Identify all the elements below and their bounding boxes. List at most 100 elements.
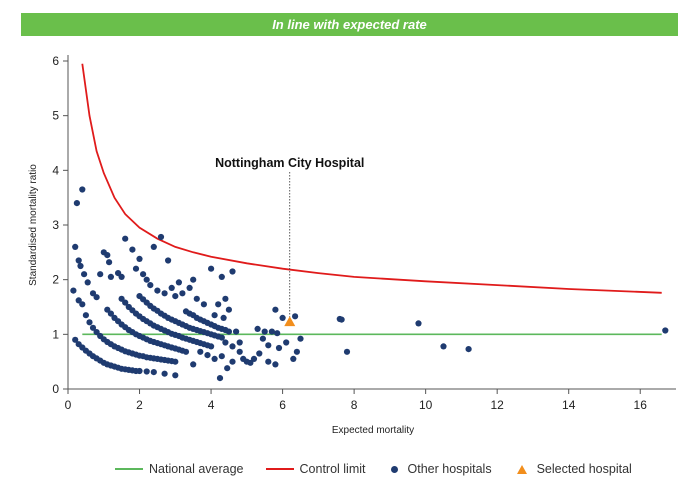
hospital-point xyxy=(254,325,261,332)
hospital-point xyxy=(129,246,136,253)
hospital-point xyxy=(343,348,351,355)
legend-selected-hospital: Selected hospital xyxy=(514,462,632,476)
hospital-point xyxy=(182,348,190,355)
y-tick-label: 4 xyxy=(52,163,59,177)
hospital-point xyxy=(290,355,297,362)
hospital-point xyxy=(179,290,186,297)
hospital-point xyxy=(215,301,222,308)
hospital-point xyxy=(272,306,279,313)
hospital-point xyxy=(172,293,179,300)
x-tick-label: 4 xyxy=(208,398,215,412)
hospital-point xyxy=(233,328,240,335)
hospital-point xyxy=(132,265,140,272)
hospital-point xyxy=(75,257,82,264)
control-limit-line xyxy=(81,63,662,294)
x-tick-label: 2 xyxy=(136,398,143,412)
hospital-point xyxy=(662,327,669,334)
hospital-point xyxy=(229,268,236,275)
hospital-point xyxy=(338,316,345,323)
hospital-point xyxy=(168,284,175,291)
hospital-point xyxy=(200,301,207,308)
y-tick-label: 3 xyxy=(52,218,59,232)
x-tick-label: 16 xyxy=(634,398,648,412)
x-tick-label: 8 xyxy=(351,398,358,412)
hospital-point xyxy=(143,276,150,283)
hospital-point xyxy=(106,259,113,266)
hospital-point xyxy=(465,346,472,353)
hospital-point xyxy=(220,314,227,321)
hospital-point xyxy=(268,328,275,335)
x-tick-label: 10 xyxy=(419,398,433,412)
hospital-point xyxy=(218,353,225,360)
x-tick-label: 6 xyxy=(279,398,286,412)
hospital-point xyxy=(150,243,157,250)
hospital-point xyxy=(279,314,286,321)
x-tick-label: 0 xyxy=(65,398,72,412)
hospital-point xyxy=(104,252,111,259)
hospital-point xyxy=(84,279,91,286)
y-tick-label: 6 xyxy=(52,54,59,68)
x-axis-title: Expected mortality xyxy=(332,425,414,436)
hospital-point xyxy=(190,276,197,283)
hospital-point xyxy=(89,290,97,297)
hospital-point xyxy=(147,282,154,289)
legend-average-label: National average xyxy=(149,462,244,476)
hospital-point xyxy=(161,290,168,297)
hospital-point xyxy=(72,336,79,343)
y-tick-label: 2 xyxy=(52,273,59,287)
hospital-point xyxy=(93,294,100,301)
hospital-point xyxy=(222,339,229,346)
hospital-point xyxy=(136,255,143,262)
hospital-point xyxy=(218,273,225,280)
hospital-point xyxy=(157,233,165,241)
legend-average-swatch xyxy=(115,468,143,470)
legend-limit-label: Control limit xyxy=(299,462,366,476)
hospital-point xyxy=(274,330,281,337)
hospital-point xyxy=(208,265,215,272)
legend-other-label: Other hospitals xyxy=(407,462,492,476)
hospital-point xyxy=(190,361,197,368)
hospital-point xyxy=(229,358,236,365)
selected-layer xyxy=(284,316,296,327)
hospital-point xyxy=(79,186,86,193)
hospital-point xyxy=(256,350,263,357)
y-tick-label: 5 xyxy=(52,109,59,123)
hospital-point xyxy=(104,306,111,313)
hospital-point xyxy=(97,271,104,278)
hospital-point xyxy=(222,295,229,302)
hospital-point xyxy=(265,342,272,349)
hospital-point xyxy=(136,367,143,375)
legend-selected-label: Selected hospital xyxy=(536,462,632,476)
x-tick-label: 12 xyxy=(490,398,504,412)
x-tick-label: 14 xyxy=(562,398,576,412)
y-tick-label: 0 xyxy=(52,382,59,396)
hospital-point xyxy=(72,243,79,250)
hospital-point xyxy=(275,344,283,352)
selected-hospital-label: Nottingham City Hospital xyxy=(215,156,364,170)
hospital-point xyxy=(293,348,300,355)
hospital-point xyxy=(81,271,88,278)
hospital-point xyxy=(224,365,231,372)
hospital-point xyxy=(204,352,211,359)
hospital-point xyxy=(240,355,247,362)
hospital-point xyxy=(440,343,447,350)
hospital-point xyxy=(415,320,422,327)
selected-hospital-marker xyxy=(284,316,296,327)
hospital-point xyxy=(272,361,279,368)
legend-other-hospitals: Other hospitals xyxy=(388,462,492,476)
hospital-point xyxy=(211,312,218,319)
hospital-point xyxy=(154,287,161,294)
hospital-point xyxy=(218,334,225,341)
legend-control-limit: Control limit xyxy=(265,462,366,476)
hospital-point xyxy=(122,235,129,242)
hospital-point xyxy=(79,301,86,308)
hospital-point xyxy=(175,279,182,286)
hospital-point xyxy=(261,328,268,335)
hospital-point xyxy=(89,324,97,331)
hospital-point xyxy=(186,284,193,291)
hospital-point xyxy=(172,358,179,365)
legend-limit-swatch xyxy=(265,468,294,470)
hospital-point xyxy=(216,375,224,382)
hospital-point xyxy=(172,372,179,379)
